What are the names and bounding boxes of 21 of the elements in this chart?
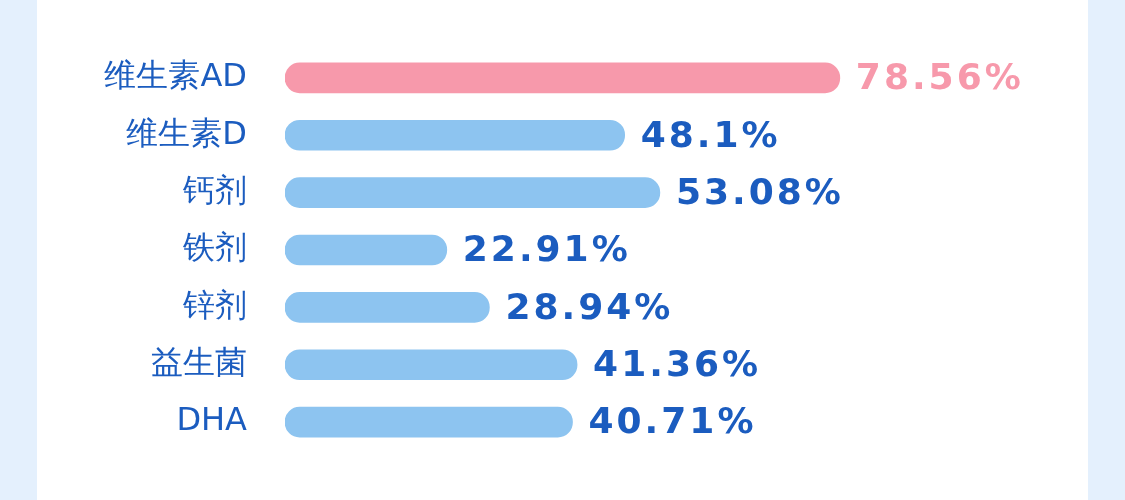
data-label: 40.71% <box>588 400 757 442</box>
bar <box>285 177 661 208</box>
data-label: 48.1% <box>640 113 781 155</box>
y-tick-label: 锌剂 <box>182 285 247 324</box>
y-tick-label: 维生素D <box>126 113 247 152</box>
bar <box>285 119 626 151</box>
bar <box>285 349 578 381</box>
bar <box>285 292 490 323</box>
data-label: 53.08% <box>675 170 844 212</box>
y-tick-label: 铁剂 <box>182 228 247 267</box>
y-tick-label: DHA <box>176 400 248 439</box>
data-label: 28.94% <box>505 285 674 327</box>
y-tick-label: 钙剂 <box>182 170 247 209</box>
y-tick-label: 维生素AD <box>104 56 247 95</box>
data-label: 78.56% <box>855 56 1024 98</box>
data-label: 41.36% <box>593 343 762 385</box>
data-label: 22.91% <box>462 228 631 270</box>
bar <box>285 234 448 266</box>
bar <box>285 62 841 94</box>
bar <box>285 406 573 438</box>
y-tick-label: 益生菌 <box>151 343 247 382</box>
